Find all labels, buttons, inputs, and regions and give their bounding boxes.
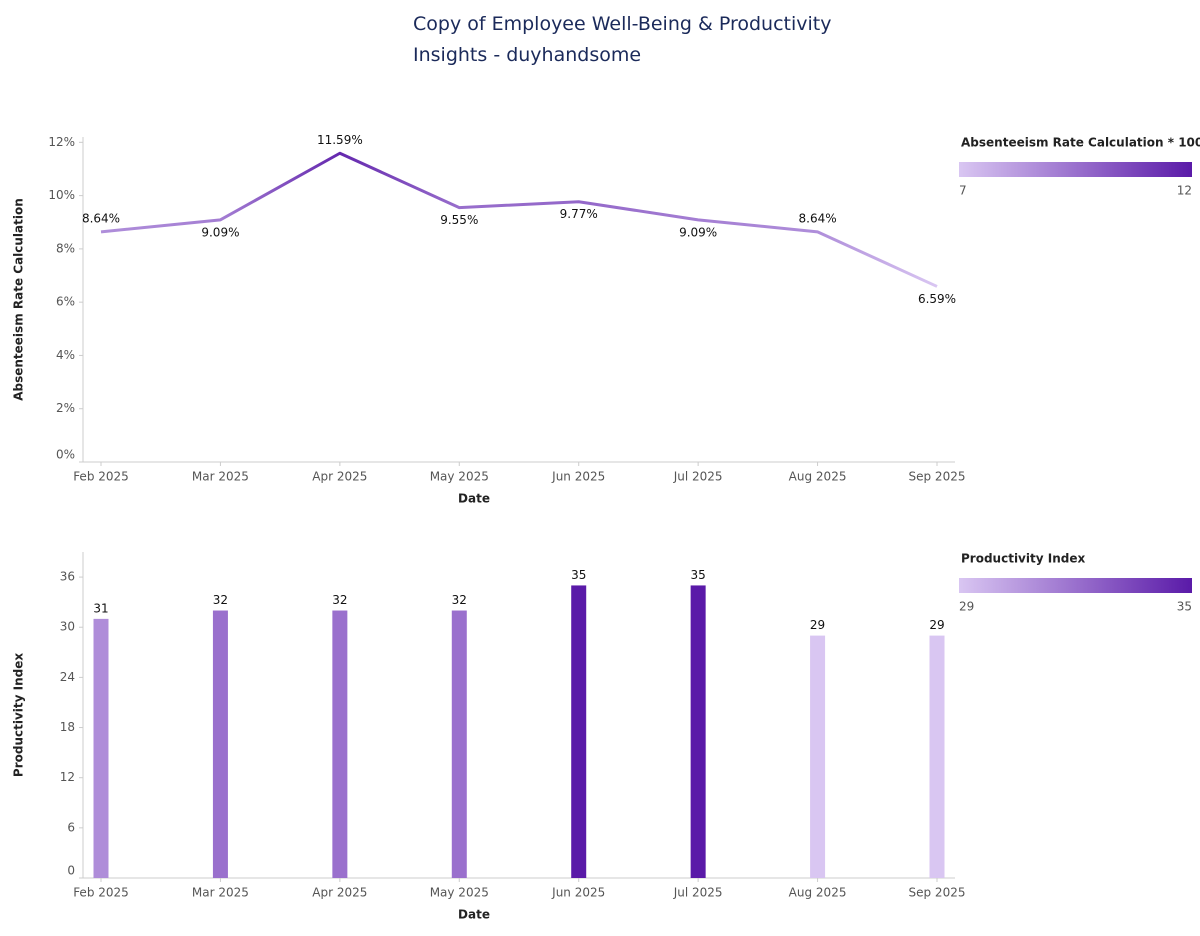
y-tick-label: 12% (48, 135, 75, 149)
y-tick-label: 8% (56, 241, 75, 255)
legend-title: Absenteeism Rate Calculation * 100 (961, 136, 1200, 150)
x-tick-label: Feb 2025 (73, 470, 129, 484)
x-tick-label: Aug 2025 (789, 470, 847, 484)
legend-max: 35 (1177, 600, 1192, 614)
bar (810, 635, 826, 878)
data-label: 9.77% (560, 207, 598, 221)
data-label: 8.64% (82, 211, 120, 225)
data-label: 31 (93, 601, 108, 615)
y-tick-label: 10% (48, 188, 75, 202)
y-tick-label: 30 (60, 620, 75, 634)
x-tick-label: Jul 2025 (673, 886, 723, 900)
bar (929, 635, 945, 878)
legend-title: Productivity Index (961, 552, 1085, 566)
x-tick-label: Sep 2025 (909, 470, 966, 484)
legend-max: 12 (1177, 184, 1192, 198)
x-tick-label: May 2025 (430, 886, 489, 900)
y-tick-label: 24 (60, 670, 75, 684)
y-tick-label: 4% (56, 348, 75, 362)
bar (571, 585, 587, 878)
data-label: 9.55% (440, 213, 478, 227)
x-tick-label: Apr 2025 (312, 886, 367, 900)
x-tick-label: Jun 2025 (551, 886, 605, 900)
y-tick-label: 36 (60, 570, 75, 584)
bar (451, 610, 467, 878)
x-axis-title: Date (458, 492, 490, 506)
y-tick-label: 12 (60, 770, 75, 784)
y-axis-title: Productivity Index (12, 653, 26, 777)
legend-min: 29 (959, 600, 974, 614)
y-tick-label: 0% (56, 448, 75, 462)
data-label: 9.09% (679, 225, 717, 239)
data-label: 29 (810, 618, 825, 632)
data-label: 29 (929, 618, 944, 632)
data-label: 8.64% (799, 211, 837, 225)
x-tick-label: Feb 2025 (73, 886, 129, 900)
y-tick-label: 2% (56, 401, 75, 415)
x-tick-label: Aug 2025 (789, 886, 847, 900)
bar (212, 610, 228, 878)
data-label: 6.59% (918, 292, 956, 306)
x-tick-label: May 2025 (430, 470, 489, 484)
data-label: 9.09% (201, 225, 239, 239)
data-label: 32 (213, 593, 228, 607)
data-label: 32 (332, 593, 347, 607)
x-tick-label: Jul 2025 (673, 470, 723, 484)
y-tick-label: 18 (60, 720, 75, 734)
y-tick-label: 0 (67, 864, 75, 878)
page-title: Copy of Employee Well-Being & Productivi… (413, 13, 832, 66)
x-tick-label: Jun 2025 (551, 470, 605, 484)
legend-bar (959, 578, 1192, 593)
data-label: 11.59% (317, 133, 363, 147)
x-tick-label: Apr 2025 (312, 470, 367, 484)
bar (690, 585, 706, 878)
y-tick-label: 6% (56, 295, 75, 309)
bar (332, 610, 348, 878)
legend-min: 7 (959, 184, 967, 198)
bar (93, 618, 109, 878)
y-axis-title: Absenteeism Rate Calculation (12, 198, 26, 401)
line (100, 151, 938, 288)
y-tick-label: 6 (67, 820, 75, 834)
x-tick-label: Sep 2025 (909, 886, 966, 900)
legend-bar (959, 162, 1192, 177)
x-tick-label: Mar 2025 (192, 470, 249, 484)
data-label: 32 (452, 593, 467, 607)
data-label: 35 (691, 568, 706, 582)
data-label: 35 (571, 568, 586, 582)
x-axis-title: Date (458, 908, 490, 922)
x-tick-label: Mar 2025 (192, 886, 249, 900)
